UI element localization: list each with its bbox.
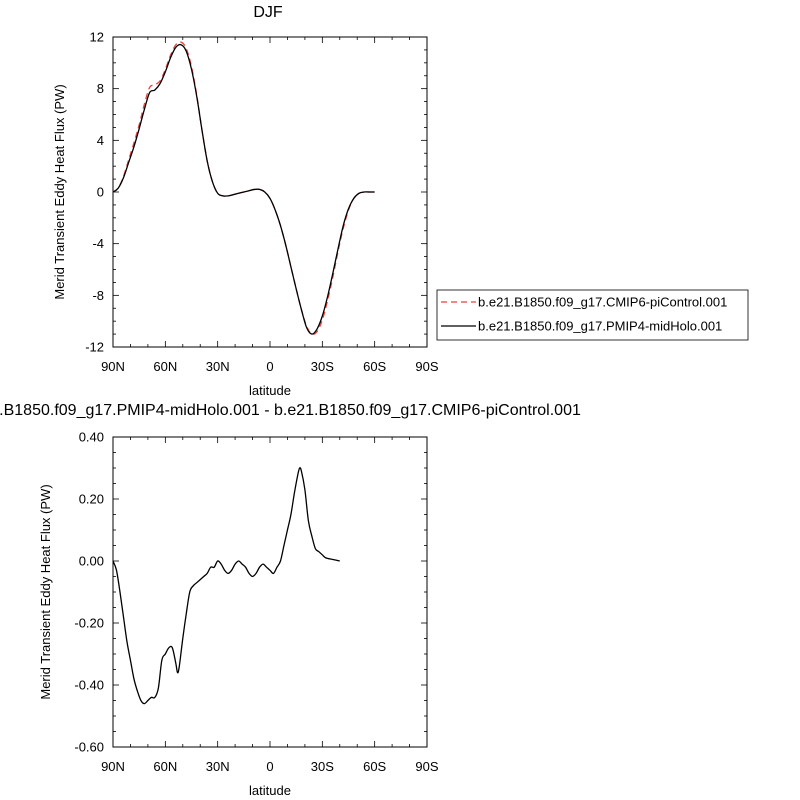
x-tick-label: 60S xyxy=(363,759,386,774)
series-line-b.e21.B1850.f09_g17.PMIP4-midHolo.001 xyxy=(112,43,375,335)
x-tick-label: 30N xyxy=(206,359,230,374)
bottom-y-axis-label: Merid Transient Eddy Heat Flux (PW) xyxy=(38,484,53,699)
y-tick-label: -0.40 xyxy=(74,678,104,693)
top-panel: DJF 90N 60N 30N 0 30S 60S 90S -12 -8 -4 0 4 8 12 lati… xyxy=(52,4,749,398)
y-tick-label: 0.00 xyxy=(79,554,104,569)
x-tick-label: 60N xyxy=(153,759,177,774)
bottom-x-axis-label: latitude xyxy=(249,783,291,798)
y-tick-label: 0 xyxy=(97,185,104,200)
top-series-lines xyxy=(112,41,375,336)
x-tick-label: 90N xyxy=(101,759,125,774)
x-tick-label: 0 xyxy=(266,759,273,774)
legend-label-picontrol: b.e21.B1850.f09_g17.CMIP6-piControl.001 xyxy=(478,295,727,310)
bottom-axis-ticks: 90N 60N 30N 0 30S 60S 90S -0.60 -0.40 -0.20 0.00 0.… xyxy=(74,430,439,775)
y-tick-label: 8 xyxy=(97,81,104,96)
y-tick-label: -0.20 xyxy=(74,616,104,631)
y-tick-label: 0.20 xyxy=(79,492,104,507)
x-tick-label: 60N xyxy=(153,359,177,374)
x-tick-label: 90S xyxy=(415,359,438,374)
x-tick-label: 30S xyxy=(311,759,334,774)
bottom-panel-title: b.e21.B1850.f09_g17.PMIP4-midHolo.001 - … xyxy=(0,402,581,419)
x-tick-label: 30N xyxy=(206,759,230,774)
x-tick-label: 30S xyxy=(311,359,334,374)
x-tick-label: 90N xyxy=(101,359,125,374)
bottom-panel: b.e21.B1850.f09_g17.PMIP4-midHolo.001 - … xyxy=(0,402,581,798)
y-tick-label: -8 xyxy=(92,288,104,303)
x-tick-label: 0 xyxy=(266,359,273,374)
bottom-series-lines xyxy=(112,467,340,705)
y-tick-label: -12 xyxy=(85,340,104,355)
y-tick-label: 12 xyxy=(90,30,104,45)
series-line-b.e21.B1850.f09_g17.CMIP6-piControl.001 xyxy=(112,41,375,336)
top-axis-ticks: 90N 60N 30N 0 30S 60S 90S -12 -8 -4 0 4 8 12 xyxy=(85,30,439,375)
top-x-axis-label: latitude xyxy=(249,383,291,398)
x-tick-label: 90S xyxy=(415,759,438,774)
legend-box xyxy=(436,289,749,341)
top-panel-title: DJF xyxy=(253,4,283,21)
legend: b.e21.B1850.f09_g17.CMIP6-piControl.001 … xyxy=(436,289,749,341)
series-line-difference xyxy=(112,467,340,705)
y-tick-label: -0.60 xyxy=(74,740,104,755)
bottom-plot-frame xyxy=(112,436,428,748)
y-tick-label: -4 xyxy=(92,236,104,251)
y-tick-label: 0.40 xyxy=(79,430,104,445)
top-y-axis-label: Merid Transient Eddy Heat Flux (PW) xyxy=(52,84,67,299)
legend-label-midholo: b.e21.B1850.f09_g17.PMIP4-midHolo.001 xyxy=(478,319,722,334)
x-tick-label: 60S xyxy=(363,359,386,374)
y-tick-label: 4 xyxy=(97,133,104,148)
